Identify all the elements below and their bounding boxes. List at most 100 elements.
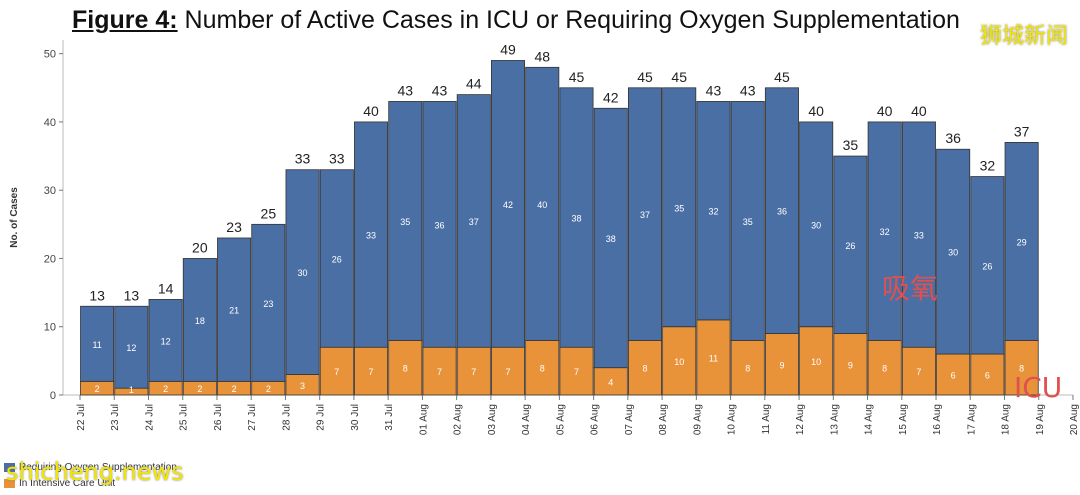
data-label-total: 20 xyxy=(192,239,208,255)
data-label-total: 44 xyxy=(466,76,482,92)
bar-oxygen xyxy=(799,121,834,328)
bar-icu xyxy=(1004,339,1039,396)
data-label-icu: 6 xyxy=(951,371,956,381)
bar-icu xyxy=(764,333,799,396)
bar-icu xyxy=(799,326,834,396)
bar-icu xyxy=(388,339,423,396)
bar-icu xyxy=(593,367,628,396)
data-label-oxygen: 21 xyxy=(229,306,239,316)
data-label-total: 32 xyxy=(980,158,996,174)
data-label-total: 14 xyxy=(158,280,174,296)
data-label-icu: 6 xyxy=(985,371,990,381)
bar-icu xyxy=(730,339,765,396)
legend-swatch-icu xyxy=(4,479,15,488)
data-label-icu: 7 xyxy=(369,367,374,377)
bar-oxygen xyxy=(867,121,902,341)
data-label-oxygen: 36 xyxy=(435,220,445,230)
data-label-total: 40 xyxy=(808,103,824,119)
x-tick-label: 14 Aug xyxy=(864,404,875,435)
data-label-icu: 8 xyxy=(403,364,408,374)
data-label-oxygen: 40 xyxy=(537,200,547,210)
data-label-oxygen: 38 xyxy=(606,234,616,244)
bar-icu xyxy=(627,339,662,396)
x-tick-label: 30 Jul xyxy=(350,404,361,431)
data-label-icu: 8 xyxy=(642,364,647,374)
x-tick-label: 19 Aug xyxy=(1035,404,1046,435)
data-label-total: 43 xyxy=(432,82,448,98)
data-label-total: 45 xyxy=(774,69,790,85)
data-label-total: 49 xyxy=(500,41,516,57)
figure-label: Figure 4: xyxy=(72,6,178,34)
data-label-oxygen: 11 xyxy=(92,340,101,350)
bar-icu xyxy=(354,346,389,396)
bar-oxygen xyxy=(593,107,628,369)
bar-icu xyxy=(491,346,526,396)
y-axis-label: No. of Cases xyxy=(9,187,20,248)
y-tick-label: 20 xyxy=(44,253,56,265)
data-label-total: 43 xyxy=(740,82,756,98)
x-tick-label: 07 Aug xyxy=(624,404,635,435)
data-label-icu: 8 xyxy=(1019,364,1024,374)
data-label-icu: 2 xyxy=(266,384,271,394)
data-label-icu: 2 xyxy=(95,384,100,394)
x-tick-label: 01 Aug xyxy=(418,404,429,435)
data-label-icu: 11 xyxy=(709,353,718,363)
data-label-oxygen: 33 xyxy=(366,231,376,241)
data-label-icu: 2 xyxy=(197,384,202,394)
data-label-icu: 7 xyxy=(574,367,579,377)
data-label-icu: 9 xyxy=(779,360,784,370)
data-label-oxygen: 26 xyxy=(845,241,855,251)
data-label-oxygen: 30 xyxy=(298,268,308,278)
data-label-icu: 4 xyxy=(608,377,613,387)
y-tick-label: 40 xyxy=(44,117,56,129)
data-label-total: 40 xyxy=(911,103,927,119)
bar-icu xyxy=(970,353,1005,396)
x-tick-label: 11 Aug xyxy=(761,404,772,434)
data-label-total: 13 xyxy=(124,287,140,303)
y-tick-label: 0 xyxy=(50,390,56,402)
data-label-icu: 7 xyxy=(471,367,476,377)
data-label-icu: 7 xyxy=(916,367,921,377)
data-label-icu: 8 xyxy=(540,364,545,374)
bar-oxygen xyxy=(627,87,662,341)
watermark-bottom-left: shicheng.news xyxy=(6,458,184,486)
data-label-icu: 3 xyxy=(300,381,305,391)
x-tick-label: 06 Aug xyxy=(590,404,601,435)
data-label-oxygen: 36 xyxy=(777,207,787,217)
data-label-oxygen: 12 xyxy=(126,343,136,353)
data-label-icu: 10 xyxy=(811,357,821,367)
bar-icu xyxy=(901,346,936,396)
legend-swatch-oxygen xyxy=(4,463,15,472)
data-label-total: 48 xyxy=(534,48,550,64)
data-label-icu: 7 xyxy=(437,367,442,377)
data-label-icu: 8 xyxy=(882,364,887,374)
data-label-total: 37 xyxy=(1014,123,1030,139)
bar-icu xyxy=(525,339,560,396)
x-tick-label: 09 Aug xyxy=(692,404,703,435)
bar-icu xyxy=(833,333,868,396)
legend-label-oxygen: Requiring Oxygen Supplementation xyxy=(19,462,177,473)
x-tick-label: 24 Jul xyxy=(144,404,155,431)
bar-oxygen xyxy=(491,60,526,348)
data-label-icu: 2 xyxy=(232,384,237,394)
legend-item-oxygen: Requiring Oxygen Supplementation xyxy=(4,462,177,473)
bar-icu xyxy=(696,319,731,396)
x-tick-label: 08 Aug xyxy=(658,404,669,435)
data-label-oxygen: 32 xyxy=(880,227,890,237)
annotation-icu: ICU xyxy=(1014,371,1062,404)
data-label-icu: 8 xyxy=(745,364,750,374)
bar-oxygen xyxy=(388,101,423,341)
data-label-total: 45 xyxy=(569,69,585,85)
x-tick-label: 22 Jul xyxy=(76,404,87,431)
bar-icu xyxy=(319,346,354,396)
bar-oxygen xyxy=(354,121,389,348)
data-label-total: 45 xyxy=(671,69,687,85)
data-label-icu: 10 xyxy=(674,357,684,367)
data-label-total: 36 xyxy=(945,130,961,146)
bar-oxygen xyxy=(525,66,560,341)
bar-oxygen xyxy=(217,237,252,382)
bar-oxygen xyxy=(182,258,217,382)
bar-oxygen xyxy=(1004,142,1039,341)
bar-icu xyxy=(662,326,697,396)
data-label-total: 40 xyxy=(877,103,893,119)
